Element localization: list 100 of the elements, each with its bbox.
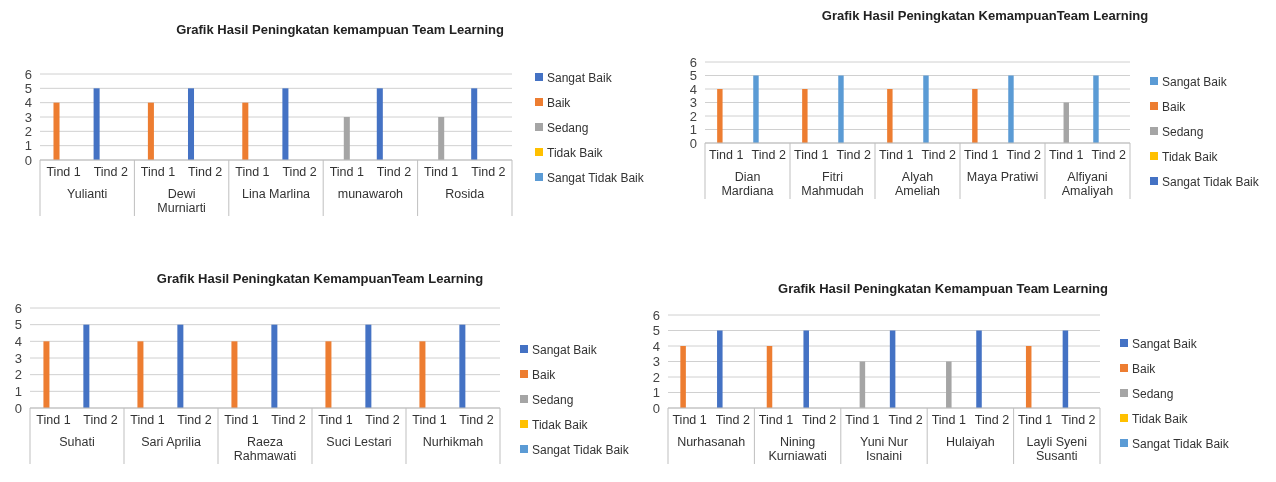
legend-label: Sangat Baik <box>1162 75 1228 90</box>
bar <box>471 88 478 160</box>
x-tick-label: Tind 2 <box>459 413 494 427</box>
x-tick-label: Tind 2 <box>93 165 128 179</box>
text: Nurhasanah <box>677 435 746 449</box>
legend-label: Sangat Tidak Baik <box>1132 437 1230 452</box>
bar <box>438 117 445 160</box>
legend-label: Sangat Baik <box>547 71 613 86</box>
legend-label: Baik <box>1132 362 1157 377</box>
x-tick-label: Tind 2 <box>802 413 837 427</box>
chart-title: Grafik Hasil Peningkatan Kemampuan Team Learning <box>778 281 1108 296</box>
text: Dewi Murniarti <box>157 187 206 215</box>
text: Nining Kurniawati <box>768 435 827 463</box>
bar <box>376 88 383 160</box>
y-tick-label: 5 <box>24 80 32 96</box>
legend-label: Baik <box>1162 100 1187 115</box>
bar <box>717 89 723 143</box>
bar <box>187 88 195 160</box>
y-tick-label: 2 <box>14 367 22 383</box>
legend-label: Tidak Baik <box>1132 412 1189 427</box>
x-tick-label: Tind 2 <box>177 413 212 427</box>
x-tick-label: Tind 2 <box>751 148 786 162</box>
y-tick-label: 1 <box>14 383 22 399</box>
x-tick-label: Tind 2 <box>1006 148 1041 162</box>
text: Layli Syeni Susanti <box>1026 435 1088 463</box>
text: Lina Marlina <box>241 187 311 201</box>
y-tick-label: 1 <box>652 385 660 401</box>
legend-label: Tidak Baik <box>547 146 604 161</box>
bar <box>147 102 154 160</box>
bar <box>972 89 978 143</box>
bar <box>887 89 893 143</box>
text: Rosida <box>445 187 485 201</box>
x-tick-label: Tind 2 <box>365 413 400 427</box>
bar <box>838 75 844 143</box>
y-tick-label: 5 <box>652 323 660 339</box>
x-tick-label: Tind 1 <box>329 165 364 179</box>
text: Nurhikmah <box>422 435 484 449</box>
y-tick-label: 6 <box>24 66 32 82</box>
y-tick-label: 3 <box>689 95 697 111</box>
chart-title: Grafik Hasil Peningkatan kemampuan Team Learning <box>176 22 504 37</box>
legend-label: Sangat Baik <box>1132 337 1198 352</box>
x-tick-label: Tind 1 <box>964 148 999 162</box>
bar <box>343 117 350 160</box>
x-tick-label: Tind 2 <box>1061 413 1096 427</box>
legend-label: Sedang <box>547 121 589 136</box>
chart-title: Grafik Hasil Peningkatan KemampuanTeam Learning <box>156 271 484 286</box>
text: Hulaiyah <box>946 435 995 449</box>
x-tick-label: Tind 1 <box>318 413 353 427</box>
legend-label: Sedang <box>1132 387 1174 402</box>
text: Suhati <box>59 435 95 449</box>
legend-label: Tidak Baik <box>532 418 589 433</box>
x-tick-label: Tind 1 <box>794 148 829 162</box>
y-tick-label: 4 <box>14 333 22 349</box>
y-tick-label: 1 <box>24 138 32 154</box>
x-tick-label: Tind 1 <box>130 413 165 427</box>
x-tick-label: Tind 2 <box>921 148 956 162</box>
y-tick-label: 5 <box>689 68 697 84</box>
text: Alyah Ameliah <box>894 170 941 198</box>
x-tick-label: Tind 2 <box>715 413 750 427</box>
text: munawaroh <box>337 187 404 201</box>
x-tick-label: Tind 2 <box>1091 148 1126 162</box>
bar <box>1008 75 1014 143</box>
legend-label: Tidak Baik <box>1162 150 1219 165</box>
text: Raeza Rahmawati <box>233 435 297 463</box>
text: Dian Mardiana <box>721 170 774 198</box>
text: Yulianti <box>67 187 108 201</box>
y-tick-label: 1 <box>689 122 697 138</box>
x-tick-label: Tind 1 <box>758 413 794 427</box>
x-tick-label: Tind 2 <box>83 413 118 427</box>
y-tick-label: 6 <box>652 307 660 323</box>
x-tick-label: Tind 1 <box>140 165 176 179</box>
y-tick-label: 0 <box>14 400 22 416</box>
legend-label: Baik <box>532 368 557 383</box>
x-tick-label: Tind 1 <box>1018 413 1053 427</box>
bar <box>717 330 723 408</box>
chart-title: Grafik Hasil Peningkatan KemampuanTeam Learning <box>821 8 1149 23</box>
x-tick-label: Tind 2 <box>282 165 317 179</box>
y-tick-label: 6 <box>14 300 22 316</box>
legend-label: Sedang <box>532 393 574 408</box>
text: Suci Lestari <box>326 435 392 449</box>
x-tick-label: Tind 1 <box>845 413 880 427</box>
x-tick-label: Tind 1 <box>879 148 914 162</box>
y-tick-label: 2 <box>652 369 660 385</box>
legend-label: Sangat Tidak Baik <box>532 443 630 458</box>
bar <box>242 102 249 160</box>
y-tick-label: 0 <box>24 152 32 168</box>
x-tick-label: Tind 2 <box>836 148 871 162</box>
text: Sari Aprilia <box>141 435 201 449</box>
x-tick-label: Tind 1 <box>672 413 707 427</box>
y-tick-label: 3 <box>652 354 660 370</box>
x-tick-label: Tind 1 <box>36 413 71 427</box>
y-tick-label: 4 <box>689 81 697 97</box>
bar <box>1093 75 1099 143</box>
y-tick-label: 2 <box>689 108 697 124</box>
bar <box>282 88 289 160</box>
x-tick-label: Tind 2 <box>471 165 506 179</box>
text: Maya Pratiwi <box>966 170 1039 184</box>
x-tick-label: Tind 2 <box>888 413 923 427</box>
bar <box>946 361 952 408</box>
bar <box>93 88 100 160</box>
